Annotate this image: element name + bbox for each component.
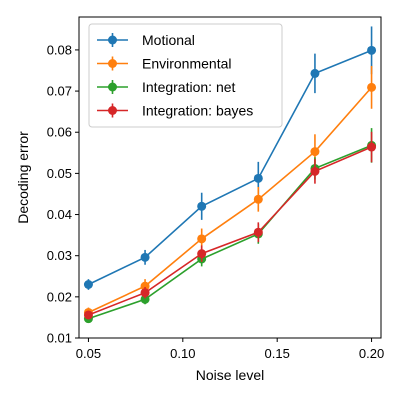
- y-tick-label: 0.08: [47, 42, 72, 57]
- data-point: [197, 201, 207, 211]
- y-tick-label: 0.01: [47, 331, 72, 346]
- y-tick-label: 0.02: [47, 289, 72, 304]
- legend-label: Integration: net: [142, 79, 236, 95]
- legend-item: Motional: [97, 32, 195, 48]
- data-point: [140, 294, 150, 304]
- data-point: [367, 45, 377, 55]
- legend-item: Integration: bayes: [97, 103, 253, 119]
- legend-label: Integration: bayes: [142, 103, 253, 119]
- legend-items: Motional Environmental Integration: net Int…: [97, 32, 253, 119]
- data-point: [197, 249, 207, 259]
- y-tick-label: 0.06: [47, 125, 72, 140]
- y-axis-label: Decoding error: [15, 131, 31, 224]
- data-point: [197, 234, 207, 244]
- x-tick-label: 0.10: [170, 346, 195, 361]
- y-tick-label: 0.04: [47, 207, 72, 222]
- data-point: [310, 147, 320, 157]
- legend-label: Motional: [142, 32, 195, 48]
- data-point: [310, 166, 320, 176]
- legend-marker: [108, 82, 117, 92]
- x-tick-label: 0.05: [76, 346, 101, 361]
- legend-item: Integration: net: [97, 79, 236, 95]
- series-line: [88, 86, 373, 314]
- series-motional: [83, 26, 377, 290]
- series-integration-bayes: [83, 131, 377, 320]
- series-layer: [83, 26, 377, 324]
- legend-marker: [108, 35, 117, 45]
- data-point: [140, 252, 150, 262]
- data-point: [253, 194, 263, 204]
- plot-area: [78, 16, 382, 339]
- data-point: [140, 281, 150, 291]
- series-line: [88, 144, 372, 320]
- data-point: [253, 227, 263, 237]
- legend: Motional Environmental Integration: net Int…: [88, 23, 283, 128]
- y-tick-label: 0.05: [47, 166, 72, 181]
- legend-item: Environmental: [97, 56, 232, 72]
- x-axis-ticks: 0.05 0.10 0.15 0.20: [76, 338, 384, 361]
- legend-label: Environmental: [142, 56, 232, 72]
- y-axis-ticks: 0.01 0.02 0.03 0.04 0.05 0.06 0.07 0.08: [47, 42, 79, 346]
- series-line: [88, 49, 372, 286]
- plot-frame: [78, 16, 382, 339]
- y-tick-label: 0.07: [47, 84, 72, 99]
- series-line: [88, 146, 372, 316]
- legend-box: [88, 23, 283, 128]
- data-point: [83, 310, 93, 320]
- x-tick-label: 0.15: [265, 346, 290, 361]
- data-point: [83, 280, 93, 289]
- legend-marker: [108, 106, 117, 115]
- data-point: [253, 173, 263, 183]
- data-point: [367, 142, 377, 152]
- data-point: [367, 82, 377, 92]
- y-tick-label: 0.03: [47, 248, 72, 263]
- data-point: [310, 68, 320, 78]
- legend-marker: [108, 59, 117, 68]
- x-tick-label: 0.20: [359, 346, 384, 361]
- x-axis-label: Noise level: [196, 367, 264, 383]
- data-point: [140, 288, 150, 298]
